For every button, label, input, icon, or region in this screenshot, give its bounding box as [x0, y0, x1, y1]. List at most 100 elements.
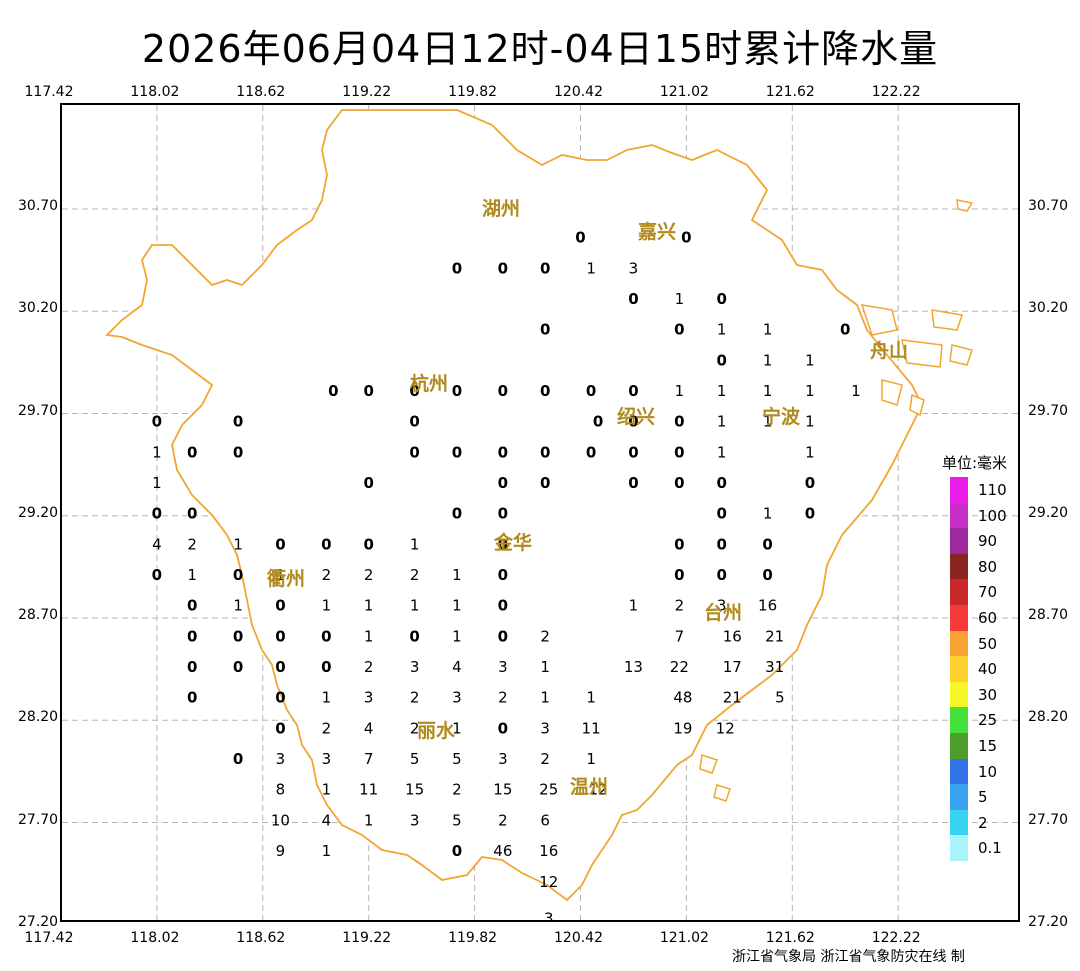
station-value: 2 [322, 719, 332, 737]
station-value: 12 [539, 873, 558, 891]
lon-tick-bottom: 120.42 [554, 930, 603, 946]
station-value: 3 [717, 597, 727, 615]
legend-item: 100 [950, 502, 1020, 529]
lon-tick-top: 119.22 [342, 84, 392, 100]
station-value: 2 [322, 566, 332, 584]
station-value: 7 [364, 750, 374, 768]
station-value: 0 [409, 382, 419, 400]
station-value: 0 [498, 566, 508, 584]
station-value: 11 [582, 719, 601, 737]
station-value: 0 [328, 382, 338, 400]
station-value: 0 [805, 505, 815, 523]
station-value: 0 [762, 566, 772, 584]
station-value: 0 [452, 382, 462, 400]
station-value: 0 [233, 443, 243, 461]
station-value: 3 [276, 750, 286, 768]
lon-tick-bottom: 117.42 [24, 930, 74, 946]
lat-tick-right: 30.20 [1028, 300, 1069, 317]
station-value: 1 [675, 382, 685, 400]
legend-label: 70 [978, 583, 998, 602]
station-value: 1 [364, 627, 374, 645]
station-value: 0 [540, 382, 550, 400]
station-value: 3 [540, 719, 550, 737]
station-value: 0 [716, 351, 726, 369]
station-value: 1 [805, 382, 815, 400]
lat-tick-left: 30.70 [18, 198, 59, 214]
station-value: 0 [409, 443, 419, 461]
lat-tick-left: 28.20 [18, 709, 59, 726]
station-value: 16 [723, 627, 742, 645]
station-value: 0 [540, 321, 550, 339]
station-value: 0 [716, 290, 726, 308]
station-value: 0 [452, 443, 462, 461]
station-value: 5 [775, 689, 785, 707]
station-value: 1 [805, 351, 815, 369]
station-value: 0 [187, 505, 197, 523]
station-value: 0 [628, 382, 638, 400]
station-value: 22 [670, 658, 689, 676]
legend-swatch [950, 656, 968, 683]
station-value: 15 [493, 781, 512, 799]
station-value: 0 [409, 627, 419, 645]
station-value: 0 [233, 413, 243, 431]
lon-tick-top: 118.02 [130, 84, 180, 100]
station-value: 0 [628, 413, 638, 431]
lon-tick-top: 121.62 [765, 84, 815, 100]
legend-label: 110 [978, 481, 1007, 499]
legend-item: 70 [950, 579, 1020, 606]
station-value: 2 [364, 566, 374, 584]
station-value: 1 [152, 474, 162, 492]
legend-item: 2 [950, 809, 1020, 836]
station-value: 3 [629, 259, 639, 277]
lon-tick-bottom: 122.22 [871, 930, 921, 946]
lon-tick-bottom: 118.02 [130, 930, 180, 946]
legend: 单位:毫米 110 100 90 80 70 60 50 40 30 25 15 10 5 2 0.1 [942, 452, 1007, 862]
station-value: 2 [540, 750, 550, 768]
station-value: 1 [717, 443, 727, 461]
lat-tick-right: 27.70 [1028, 811, 1069, 828]
lon-tick-bottom: 121.02 [659, 930, 709, 946]
lon-tick-bottom: 119.82 [448, 930, 498, 946]
lat-tick-right: 28.70 [1028, 607, 1069, 623]
station-value: 2 [364, 658, 374, 676]
station-value: 1 [805, 413, 815, 431]
station-value: 1 [763, 413, 773, 431]
station-value: 3 [498, 658, 508, 676]
station-value: 1 [187, 566, 197, 584]
station-value: 1 [322, 781, 332, 799]
station-value: 1 [233, 597, 243, 615]
station-value: 1 [452, 597, 462, 615]
station-value: 12 [589, 781, 608, 799]
station-value: 3 [410, 811, 420, 829]
station-value: 1 [322, 689, 332, 707]
station-value: 1 [805, 443, 815, 461]
station-value: 6 [540, 811, 550, 829]
legend-label: 0.1 [978, 839, 1002, 858]
station-value: 1 [322, 842, 332, 860]
station-value: 0 [363, 474, 373, 492]
station-value: 1 [763, 321, 773, 339]
city-label-shaoxing: 绍兴 [617, 405, 655, 428]
lon-tick-top: 119.82 [448, 84, 498, 100]
legend-label: 5 [978, 788, 988, 807]
station-value: 3 [322, 750, 332, 768]
station-value: 0 [674, 413, 684, 431]
station-value: 0 [187, 597, 197, 615]
station-value: 1 [452, 719, 462, 737]
station-value: 0 [233, 566, 243, 584]
station-value: 21 [723, 689, 742, 707]
station-value: 0 [498, 382, 508, 400]
lat-tick-right: 29.20 [1028, 504, 1069, 521]
station-value: 1 [586, 750, 596, 768]
station-value: 0 [275, 535, 285, 553]
station-value: 4 [322, 811, 332, 829]
lon-tick-bottom: 119.22 [342, 930, 392, 946]
legend-label: 60 [978, 609, 998, 627]
legend-label: 2 [978, 813, 988, 832]
station-value: 0 [498, 259, 508, 277]
city-label-jiaxing: 嘉兴 [637, 221, 676, 243]
lon-tick-top: 120.42 [554, 84, 603, 100]
city-label-taizhou: 台州 [704, 601, 742, 624]
legend-label: 90 [978, 532, 998, 551]
